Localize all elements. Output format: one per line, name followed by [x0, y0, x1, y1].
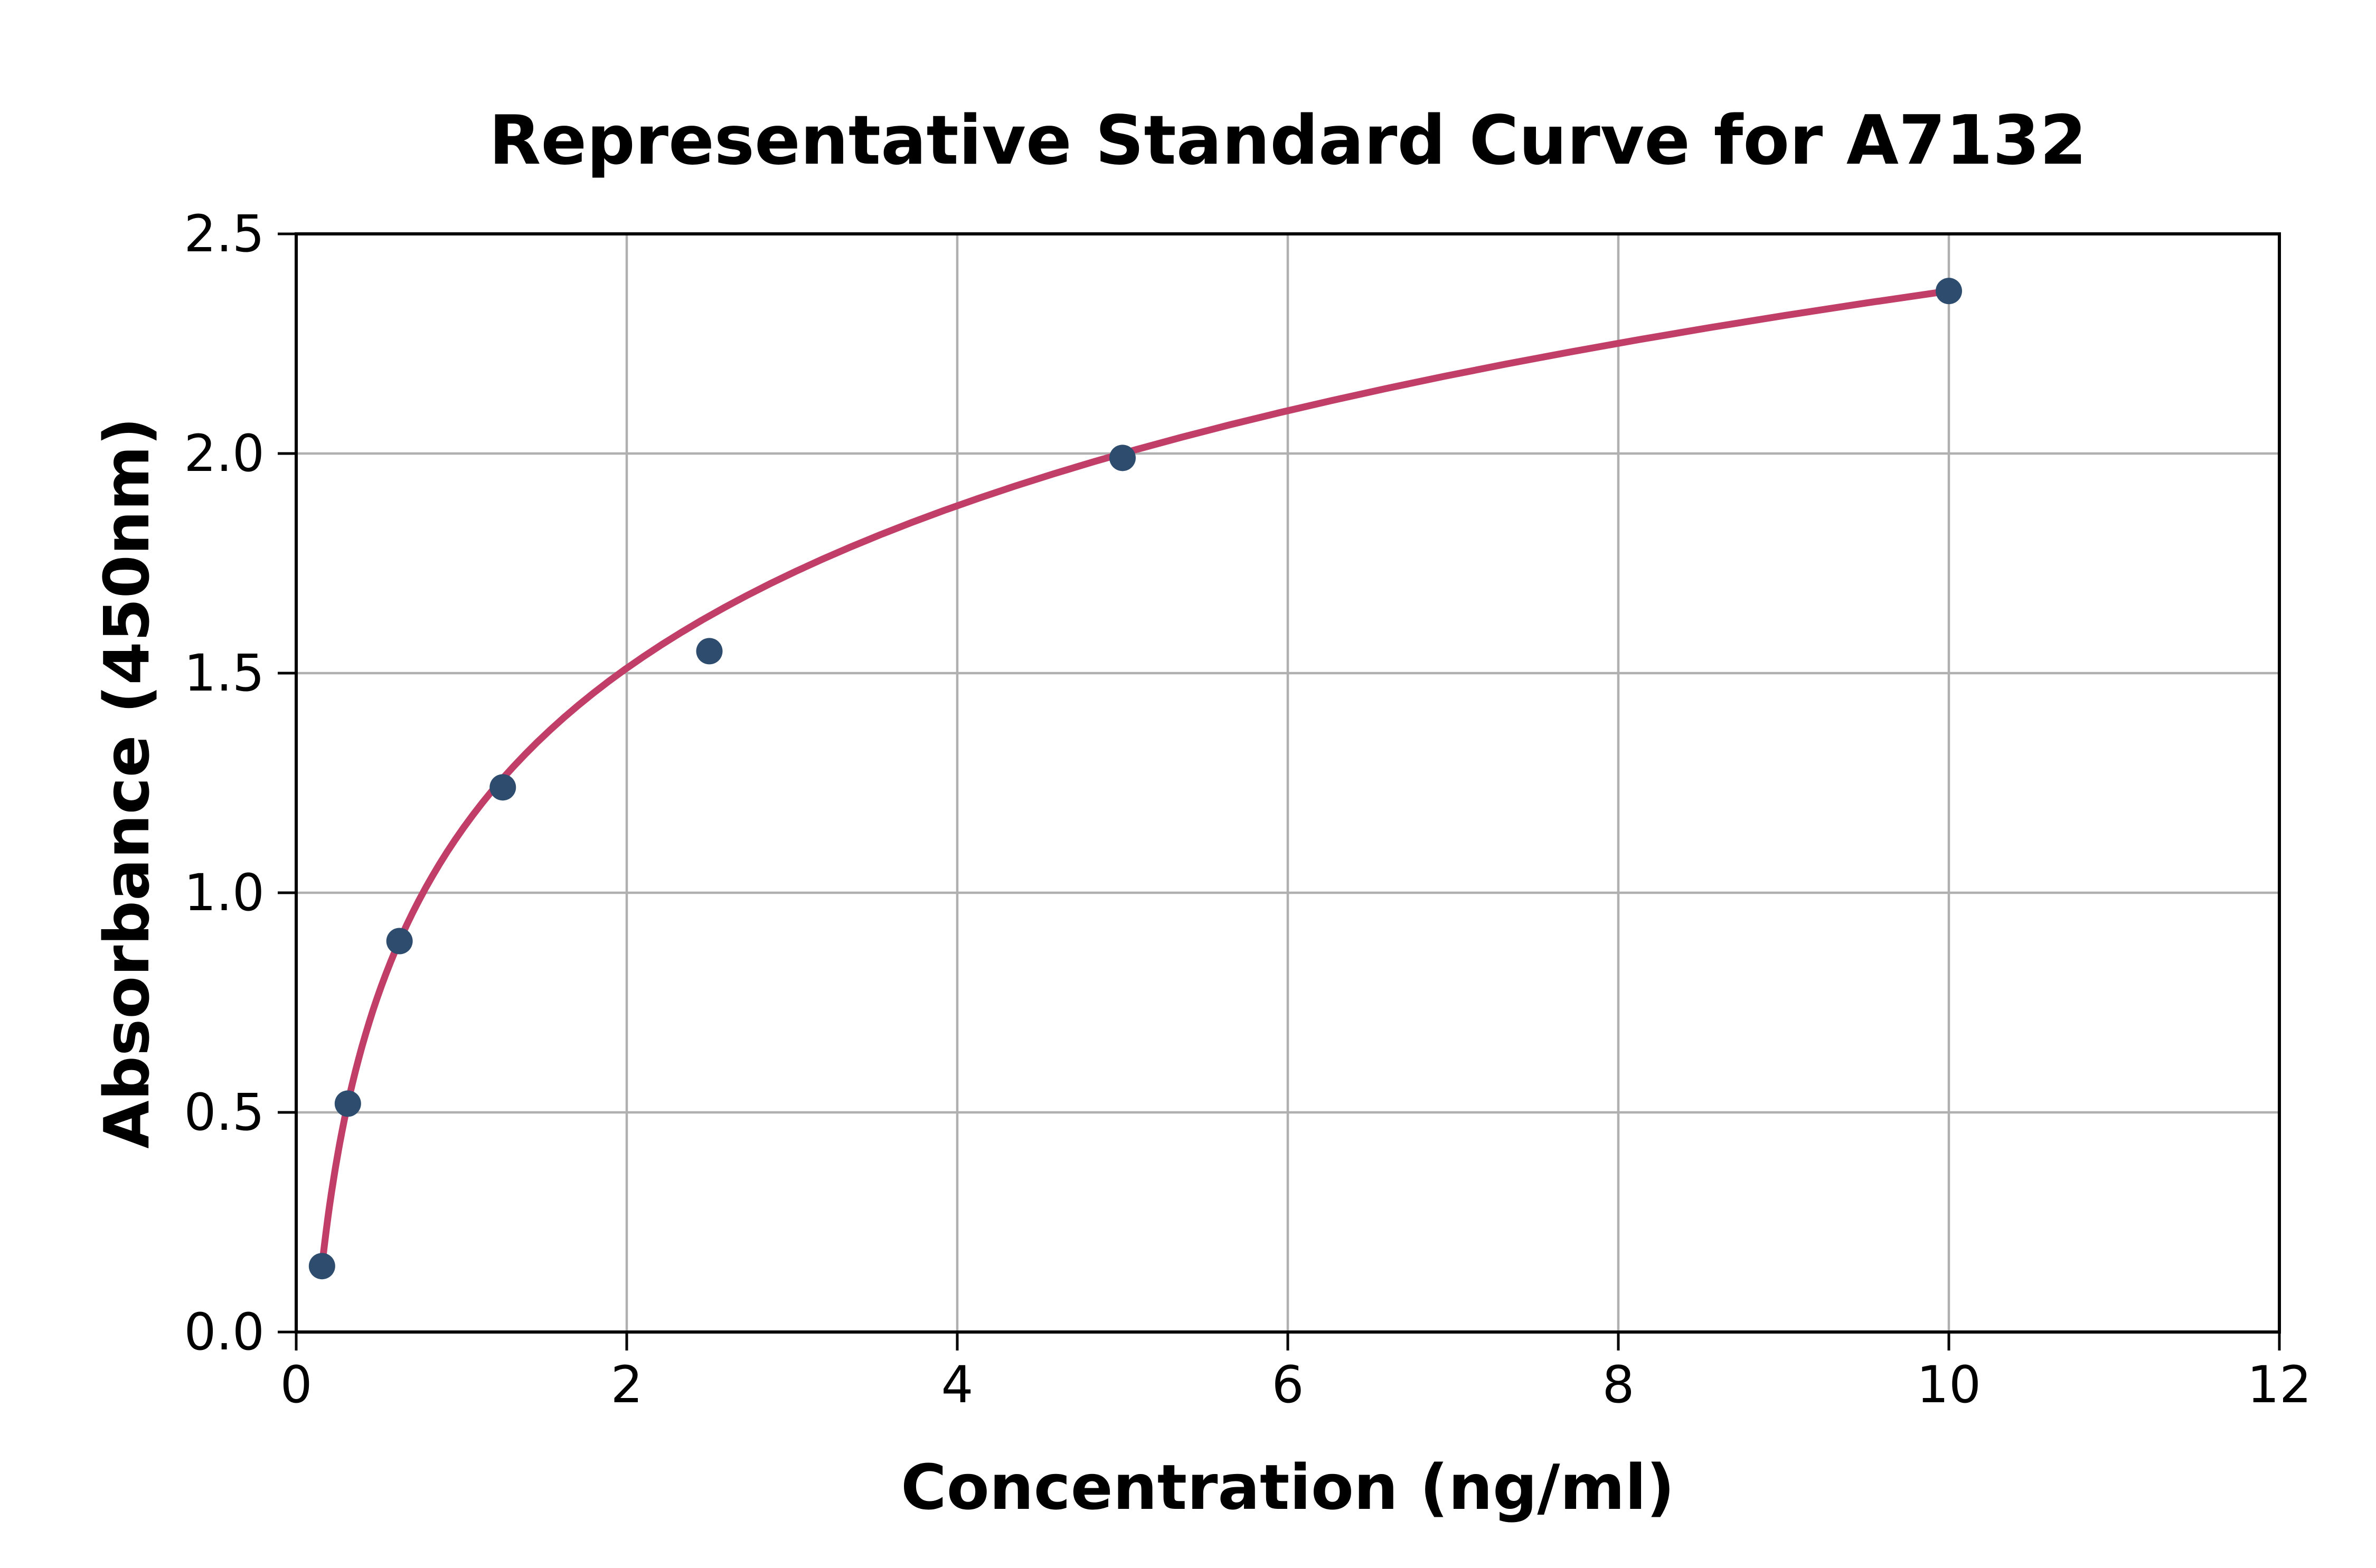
standard-point: [386, 928, 413, 955]
standard-point: [696, 638, 723, 665]
standard-point: [334, 1090, 361, 1117]
x-tick-label: 2: [610, 1355, 643, 1414]
y-tick-label: 0.5: [184, 1083, 265, 1142]
fit-curve: [318, 287, 1953, 1270]
standard-point: [1109, 445, 1136, 471]
y-tick-label: 2.5: [184, 204, 265, 263]
x-tick-label: 0: [280, 1355, 312, 1414]
chart-title: Representative Standard Curve for A7132: [488, 101, 2087, 180]
standard-point: [1936, 278, 1962, 305]
standard-point: [308, 1253, 335, 1280]
y-tick-label: 0.0: [184, 1302, 265, 1362]
x-tick-label: 6: [1271, 1355, 1304, 1414]
x-axis-label: Concentration (ng/ml): [901, 1451, 1675, 1524]
standard-point: [489, 774, 516, 801]
x-tick-label: 8: [1602, 1355, 1634, 1414]
x-tick-label: 12: [2247, 1355, 2312, 1414]
x-tick-label: 10: [1917, 1355, 1981, 1414]
y-tick-label: 2.0: [184, 424, 265, 483]
x-tick-label: 4: [941, 1355, 973, 1414]
y-tick-label: 1.0: [184, 863, 265, 922]
y-tick-label: 1.5: [184, 644, 265, 703]
